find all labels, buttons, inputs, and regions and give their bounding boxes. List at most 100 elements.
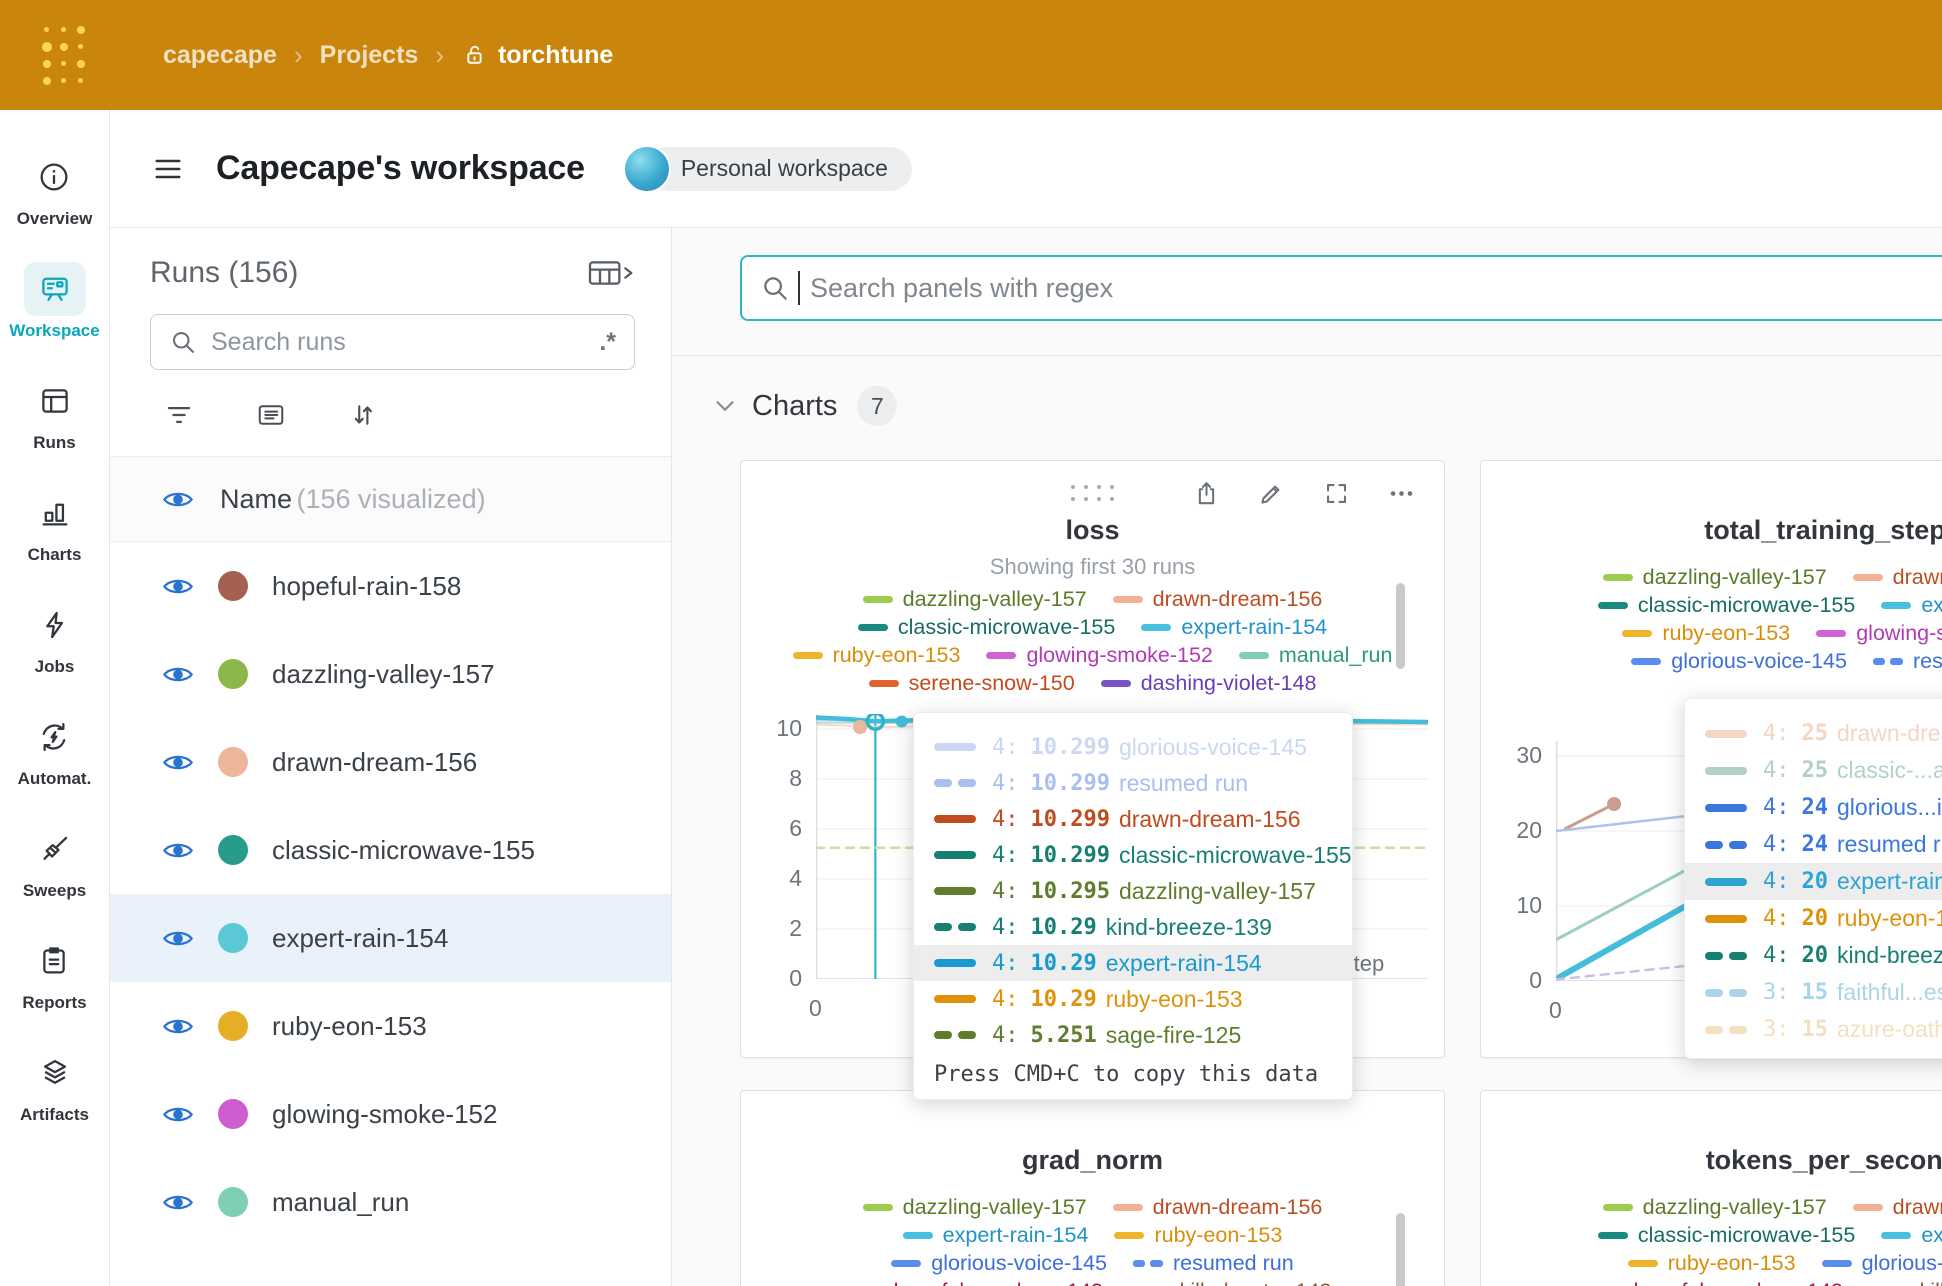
visibility-eye-icon[interactable]: [162, 1015, 194, 1038]
legend-item[interactable]: ruby-eon-153: [792, 643, 960, 668]
legend-label: glorious-voice-145: [931, 1251, 1107, 1275]
legend-item[interactable]: classic-microwave-155: [857, 615, 1115, 640]
legend-item[interactable]: serene-snow-150: [868, 671, 1075, 696]
legend-label: glorious-voice-145: [1861, 1251, 1942, 1275]
tooltip-row: 4: 24 glorious...ice-1: [1685, 789, 1942, 826]
chart-title: tokens_per_second: [1705, 1145, 1942, 1175]
legend-item[interactable]: glowing-smoke-152: [986, 643, 1213, 668]
run-row[interactable]: ruby-eon-153: [110, 982, 671, 1070]
legend-item[interactable]: glorious-voice-145: [1631, 649, 1847, 674]
run-row[interactable]: drawn-dream-156: [110, 718, 671, 806]
run-row[interactable]: hopeful-rain-158: [110, 542, 671, 630]
legend-label: drawn-dream-156: [1152, 587, 1323, 611]
legend-item[interactable]: manual_run: [1238, 643, 1392, 668]
expand-table-icon[interactable]: [587, 257, 633, 289]
tooltip-swatch: [934, 851, 976, 859]
tooltip-swatch: [934, 887, 976, 895]
legend-item[interactable]: expert-rain-154: [1141, 615, 1327, 640]
legend-item[interactable]: dashing-violet-148: [1100, 671, 1316, 696]
chart-hover-tooltip: 4: 10.299 glorious-voice-145 4: 10.299 r…: [913, 712, 1353, 1100]
overflow-menu-icon[interactable]: [1387, 479, 1416, 508]
legend-item[interactable]: skilled-water-142: [1129, 1279, 1332, 1286]
fullscreen-icon[interactable]: [1322, 479, 1351, 508]
edit-icon[interactable]: [1257, 479, 1286, 508]
tooltip-swatch: [1705, 803, 1747, 812]
visibility-eye-icon[interactable]: [162, 575, 194, 598]
legend-item[interactable]: drawn-dream-156: [1852, 1195, 1942, 1220]
legend-item[interactable]: drawn-dream-156: [1112, 1195, 1322, 1220]
legend-item[interactable]: glowing-smoke-152: [1816, 621, 1942, 646]
divider: [672, 355, 1942, 356]
sidebar-item[interactable]: Automat.: [17, 710, 92, 789]
run-row[interactable]: expert-rain-154: [110, 894, 671, 982]
legend-scrollbar[interactable]: [1396, 583, 1405, 669]
tooltip-row: 3: 15 faithful...ess-1: [1685, 974, 1942, 1011]
breadcrumb-projects[interactable]: Projects: [319, 40, 419, 69]
sidebar-item[interactable]: Jobs: [24, 598, 86, 677]
tooltip-swatch: [1705, 1025, 1747, 1034]
sidebar-item[interactable]: Runs: [24, 374, 86, 453]
breadcrumb-project[interactable]: torchtune: [497, 40, 614, 69]
legend-item[interactable]: skilled-water-142: [1869, 1279, 1942, 1286]
visibility-eye-icon[interactable]: [162, 663, 194, 686]
sidebar-item[interactable]: Charts: [24, 486, 86, 565]
sidebar-item[interactable]: Overview: [17, 150, 92, 229]
run-row[interactable]: manual_run: [110, 1158, 671, 1246]
legend-item[interactable]: dazzling-valley-157: [1602, 565, 1827, 590]
sort-icon[interactable]: [348, 400, 378, 430]
menu-icon[interactable]: [152, 153, 184, 185]
wandb-logo-icon[interactable]: [38, 21, 89, 89]
visibility-eye-icon[interactable]: [162, 927, 194, 950]
visibility-eye-icon[interactable]: [162, 839, 194, 862]
sidebar-item[interactable]: Reports: [22, 934, 87, 1013]
regex-toggle[interactable]: .*: [599, 327, 616, 356]
legend-item[interactable]: hopeful-capybara-143: [854, 1279, 1103, 1286]
tooltip-value: 15: [1801, 980, 1829, 1005]
sidebar-item[interactable]: Artifacts: [20, 1046, 89, 1125]
legend-item[interactable]: resumed run: [1872, 649, 1942, 674]
legend-item[interactable]: expert-rain-154: [1881, 1223, 1942, 1248]
section-title[interactable]: Charts: [752, 389, 838, 422]
legend-item[interactable]: glorious-voice-145: [891, 1251, 1107, 1276]
legend-item[interactable]: ruby-eon-153: [1627, 1251, 1796, 1276]
legend-item[interactable]: classic-microwave-155: [1597, 593, 1855, 618]
tooltip-value: 5.251: [1030, 1022, 1097, 1048]
workspace-badge[interactable]: Personal workspace: [622, 144, 912, 193]
legend-item[interactable]: hopeful-capybara-143: [1594, 1279, 1843, 1286]
visibility-eye-icon[interactable]: [162, 1103, 194, 1126]
chevron-down-icon[interactable]: [710, 391, 740, 421]
legend-item[interactable]: dazzling-valley-157: [1602, 1195, 1827, 1220]
visibility-eye-icon[interactable]: [162, 751, 194, 774]
visibility-eye-icon[interactable]: [162, 1191, 194, 1214]
visibility-eye-icon[interactable]: [162, 488, 194, 511]
legend-item[interactable]: dazzling-valley-157: [862, 587, 1087, 612]
legend-item[interactable]: drawn-dream-156: [1112, 587, 1323, 612]
group-icon[interactable]: [256, 400, 286, 430]
legend-item[interactable]: expert-rain-154: [902, 1223, 1088, 1248]
sidebar-item-label: Automat.: [17, 769, 92, 788]
panel-search-input[interactable]: [808, 271, 1942, 305]
run-row[interactable]: glowing-smoke-152: [110, 1070, 671, 1158]
legend-item[interactable]: ruby-eon-153: [1114, 1223, 1282, 1248]
legend-item[interactable]: expert-rain-154: [1881, 593, 1942, 618]
legend-item[interactable]: classic-microwave-155: [1597, 1223, 1855, 1248]
legend-item[interactable]: drawn-dream-156: [1852, 565, 1942, 590]
sidebar-item-icon: [24, 598, 86, 652]
legend-item[interactable]: glorious-voice-145: [1821, 1251, 1942, 1276]
breadcrumb-org[interactable]: capecape: [163, 40, 277, 69]
legend-item[interactable]: ruby-eon-153: [1622, 621, 1790, 646]
sidebar-item[interactable]: Sweeps: [23, 822, 86, 901]
drag-handle-icon[interactable]: [1067, 481, 1119, 505]
legend-scrollbar[interactable]: [1396, 1213, 1405, 1286]
run-row[interactable]: dazzling-valley-157: [110, 630, 671, 718]
runs-search-input[interactable]: [209, 326, 588, 358]
legend-item[interactable]: resumed run: [1132, 1251, 1294, 1276]
sidebar-item[interactable]: Workspace: [9, 262, 100, 341]
filter-icon[interactable]: [164, 400, 194, 430]
name-column-header[interactable]: Name: [220, 483, 293, 514]
legend-item[interactable]: dazzling-valley-157: [862, 1195, 1087, 1220]
run-row[interactable]: classic-microwave-155: [110, 806, 671, 894]
legend-swatch: [1602, 1204, 1633, 1211]
legend-label: hopeful-capybara-143: [894, 1279, 1103, 1286]
export-icon[interactable]: [1192, 479, 1221, 508]
